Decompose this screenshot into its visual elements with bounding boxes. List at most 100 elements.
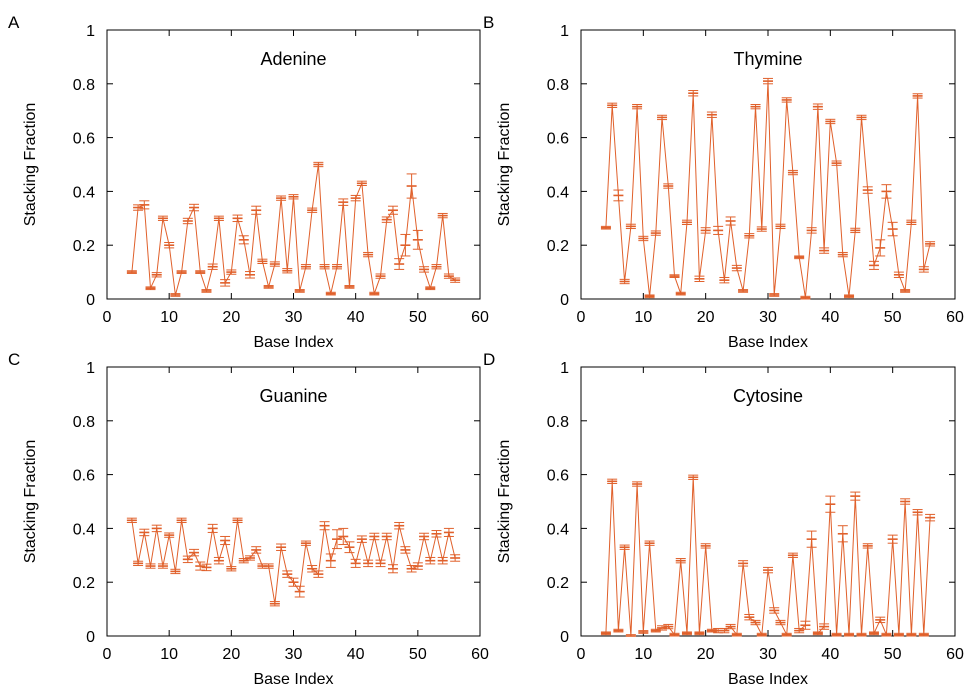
error-bar: [437, 212, 448, 219]
y-axis-label: Stacking Fraction: [22, 103, 39, 227]
error-bar: [825, 495, 836, 513]
error-bar: [220, 535, 231, 546]
error-bar: [151, 524, 162, 533]
error-bar: [170, 293, 181, 297]
error-bar: [619, 278, 630, 285]
error-bar: [157, 215, 168, 221]
error-bar: [663, 183, 674, 189]
error-bar: [257, 258, 268, 264]
y-tick-label: 1: [560, 23, 569, 40]
error-bar: [688, 474, 699, 480]
x-tick-label: 60: [946, 646, 964, 663]
error-bar: [450, 277, 461, 283]
error-bar: [619, 544, 630, 550]
error-bar: [145, 286, 156, 291]
x-tick-label: 30: [759, 309, 777, 326]
error-bar: [350, 558, 361, 568]
y-tick-label: 0: [560, 292, 569, 309]
series-line: [605, 477, 931, 637]
x-tick-label: 40: [347, 646, 365, 663]
error-bar: [164, 532, 175, 538]
error-bar: [313, 570, 324, 578]
error-bar: [900, 289, 911, 293]
error-bar: [912, 509, 923, 516]
error-bar: [881, 184, 892, 199]
error-bar: [319, 521, 330, 531]
error-bar: [300, 540, 311, 546]
error-bar: [925, 241, 936, 247]
x-tick-label: 0: [577, 309, 586, 326]
error-bar: [738, 560, 749, 567]
error-bar: [837, 525, 848, 543]
error-bar: [700, 543, 711, 549]
error-bar: [381, 532, 392, 541]
error-bar: [164, 242, 175, 249]
x-tick-label: 60: [471, 309, 489, 326]
y-tick-label: 0.4: [547, 521, 569, 538]
error-bar: [756, 226, 767, 232]
y-tick-label: 0: [86, 292, 95, 309]
error-bar: [893, 271, 904, 278]
error-bar: [800, 295, 811, 300]
error-bar: [800, 620, 811, 630]
error-bar: [750, 104, 761, 110]
x-axis-label: Base Index: [728, 671, 808, 688]
x-axis-label: Base Index: [728, 334, 808, 351]
error-bar: [195, 270, 206, 274]
error-bar: [263, 285, 274, 289]
error-bar: [363, 251, 374, 258]
error-bar: [244, 555, 255, 561]
error-bar: [145, 563, 156, 569]
y-tick-label: 0.2: [73, 238, 95, 255]
x-axis-label: Base Index: [253, 671, 333, 688]
error-bar: [406, 173, 417, 199]
error-bar: [731, 264, 742, 272]
error-bar: [431, 264, 442, 270]
y-tick-label: 0.6: [547, 131, 569, 148]
error-bar: [781, 97, 792, 103]
error-bar: [868, 260, 879, 270]
x-tick-label: 20: [222, 309, 240, 326]
error-bar: [195, 561, 206, 571]
error-bar: [681, 219, 692, 225]
error-bar: [794, 255, 805, 260]
x-tick-label: 50: [409, 309, 427, 326]
error-bar: [787, 169, 798, 176]
error-bar: [769, 607, 780, 614]
error-bar: [887, 534, 898, 544]
error-bar: [369, 532, 380, 541]
error-bar: [600, 225, 611, 230]
error-bar: [850, 227, 861, 234]
error-bar: [182, 217, 193, 225]
error-bar: [700, 227, 711, 234]
error-bar: [226, 566, 237, 572]
error-bar: [400, 233, 411, 257]
y-axis-label: Stacking Fraction: [22, 440, 39, 564]
error-bar: [207, 523, 218, 533]
panel-letter: B: [483, 13, 494, 32]
error-bar: [400, 546, 411, 554]
x-tick-label: 10: [160, 646, 178, 663]
error-bar: [425, 556, 436, 565]
error-bar: [133, 560, 144, 567]
error-bar: [844, 294, 855, 299]
error-bar: [675, 558, 686, 564]
y-tick-label: 0.8: [547, 77, 569, 94]
error-bar: [325, 291, 336, 296]
error-bar: [201, 563, 212, 572]
error-bar: [356, 535, 367, 543]
error-bar: [806, 530, 817, 548]
y-axis-label: Stacking Fraction: [496, 440, 513, 564]
error-bar: [269, 261, 280, 267]
error-bar: [812, 103, 823, 110]
x-tick-label: 20: [697, 646, 715, 663]
plot-frame: [580, 29, 956, 300]
x-tick-label: 40: [347, 309, 365, 326]
error-bar: [675, 291, 686, 296]
panel-title: Cytosine: [733, 386, 803, 406]
error-bar: [669, 274, 680, 278]
x-tick-label: 50: [884, 309, 902, 326]
error-bar: [912, 93, 923, 99]
error-bar: [412, 562, 423, 570]
error-bar: [157, 563, 168, 569]
